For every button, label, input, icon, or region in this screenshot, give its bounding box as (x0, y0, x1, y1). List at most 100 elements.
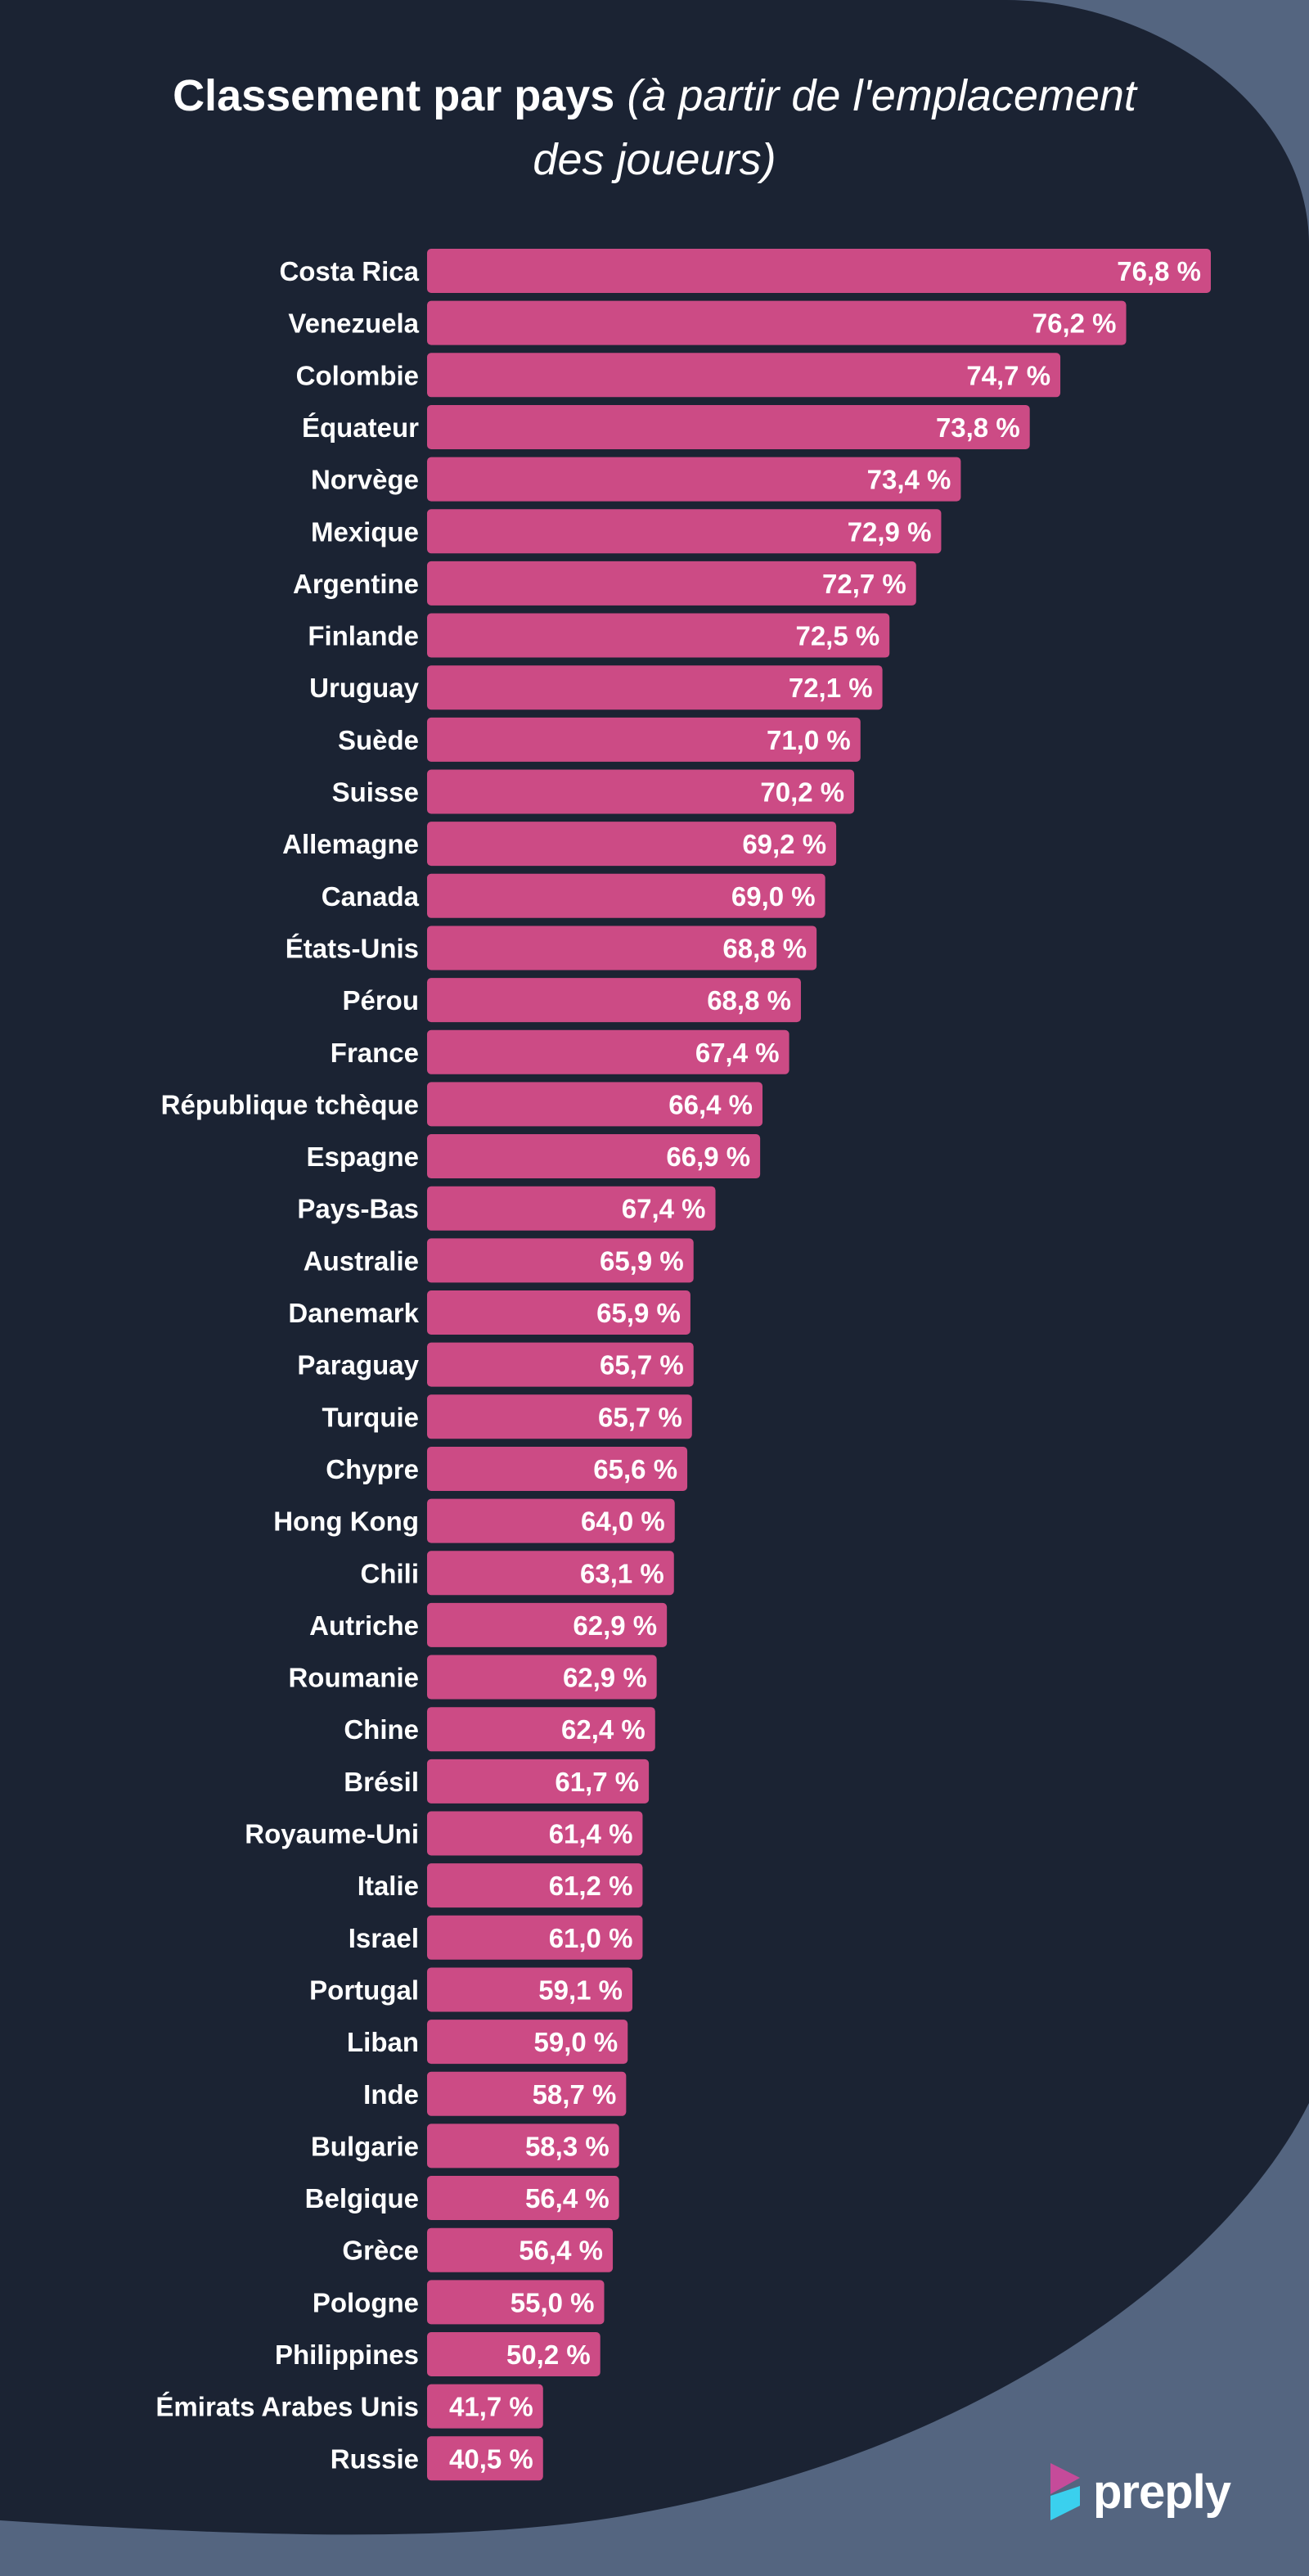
bar (427, 1238, 694, 1283)
category-label: France (331, 1038, 419, 1068)
bar (427, 1967, 632, 2012)
category-label: Chypre (326, 1454, 419, 1484)
category-label: Bulgarie (311, 2131, 419, 2161)
data-label: 72,9 % (848, 516, 932, 547)
bar (427, 769, 855, 814)
category-label: Norvège (311, 465, 419, 495)
preply-logo-icon (1050, 2463, 1080, 2520)
data-label: 76,2 % (1032, 308, 1117, 339)
category-label: Australie (304, 1245, 419, 1276)
title-sub-line2: des joueurs) (533, 135, 776, 184)
bar (427, 1446, 688, 1491)
bar (427, 457, 961, 502)
category-label: Suisse (332, 777, 419, 808)
data-label: 68,8 % (722, 933, 807, 963)
bar (427, 2176, 619, 2221)
category-label: Liban (347, 2027, 419, 2057)
category-label: Brésil (344, 1767, 419, 1797)
bar (427, 978, 801, 1023)
category-label: Émirats Arabes Unis (155, 2392, 419, 2422)
data-label: 65,7 % (600, 1350, 684, 1380)
category-label: Italie (358, 1871, 419, 1901)
bar (427, 1551, 674, 1596)
category-label: Portugal (309, 1975, 419, 2005)
data-label: 72,1 % (789, 673, 873, 703)
data-label: 76,8 % (1117, 256, 1201, 286)
bar (427, 300, 1127, 345)
category-label: Espagne (306, 1142, 419, 1172)
bar (427, 1342, 694, 1387)
bar (427, 1082, 763, 1127)
data-label: 64,0 % (581, 1506, 665, 1537)
bar (427, 613, 890, 658)
category-label: Colombie (296, 360, 419, 390)
bar (427, 561, 916, 606)
category-label: Venezuela (288, 308, 419, 339)
data-label: 73,4 % (867, 465, 951, 495)
data-label: 70,2 % (760, 777, 844, 808)
data-label: 74,7 % (966, 360, 1050, 390)
category-label: Canada (322, 881, 420, 912)
bar (427, 1394, 692, 1439)
data-label: 73,8 % (936, 412, 1020, 443)
data-label: 65,9 % (600, 1245, 684, 1276)
category-label: Autriche (309, 1610, 419, 1641)
bar (427, 404, 1030, 449)
category-label: Suède (338, 725, 419, 755)
bar (427, 353, 1061, 398)
category-label: Uruguay (309, 673, 420, 703)
category-label: Philippines (275, 2340, 419, 2370)
bar (427, 1186, 716, 1231)
bar (427, 665, 883, 710)
category-label: Belgique (305, 2183, 419, 2213)
category-label: Israel (349, 1923, 419, 1953)
bar (427, 1498, 675, 1543)
data-label: 71,0 % (767, 725, 851, 755)
data-label: 62,9 % (563, 1663, 647, 1693)
data-label: 69,0 % (731, 881, 816, 912)
title-sub-line1: (à partir de l'emplacement (627, 71, 1136, 120)
bar (427, 1811, 643, 1856)
data-label: 62,9 % (573, 1610, 657, 1641)
category-label: Chili (361, 1558, 420, 1588)
data-label: 55,0 % (511, 2287, 595, 2317)
data-label: 41,7 % (449, 2392, 533, 2422)
category-label: Danemark (288, 1298, 419, 1328)
data-label: 61,0 % (549, 1923, 633, 1953)
bar (427, 2123, 619, 2168)
bar (427, 2020, 628, 2065)
bar (427, 822, 837, 867)
data-label: 58,7 % (533, 2079, 617, 2110)
data-label: 67,4 % (622, 1194, 706, 1224)
data-label: 59,1 % (538, 1975, 623, 2005)
bar (427, 1915, 643, 1960)
data-label: 63,1 % (580, 1558, 664, 1588)
category-label: Turquie (322, 1402, 419, 1432)
chart-title: Classement par pays (à partir de l'empla… (82, 64, 1227, 191)
bar (427, 509, 942, 554)
bar (427, 1863, 643, 1908)
category-label: Pays-Bas (297, 1194, 419, 1224)
data-label: 66,4 % (668, 1089, 753, 1119)
category-label: République tchèque (161, 1089, 419, 1119)
data-label: 58,3 % (525, 2131, 610, 2161)
data-label: 66,9 % (666, 1142, 750, 1172)
category-label: Équateur (302, 412, 419, 443)
data-label: 59,0 % (533, 2027, 618, 2057)
bar (427, 1655, 657, 1700)
bar (427, 1602, 668, 1647)
category-label: Finlande (308, 621, 419, 651)
bar (427, 2071, 627, 2116)
data-label: 56,4 % (519, 2236, 603, 2266)
category-label: Costa Rica (279, 256, 419, 286)
category-label: Pologne (313, 2287, 419, 2317)
data-label: 68,8 % (707, 985, 791, 1016)
bar (427, 1290, 690, 1335)
bar-chart: Costa Rica 76,8 % Venezuela 76,2 % Colombie 7… (155, 249, 1211, 2481)
bar (427, 1759, 650, 1804)
data-label: 61,7 % (555, 1767, 639, 1797)
data-label: 61,2 % (549, 1871, 633, 1901)
category-label: Pérou (342, 985, 419, 1016)
bar (427, 925, 817, 971)
